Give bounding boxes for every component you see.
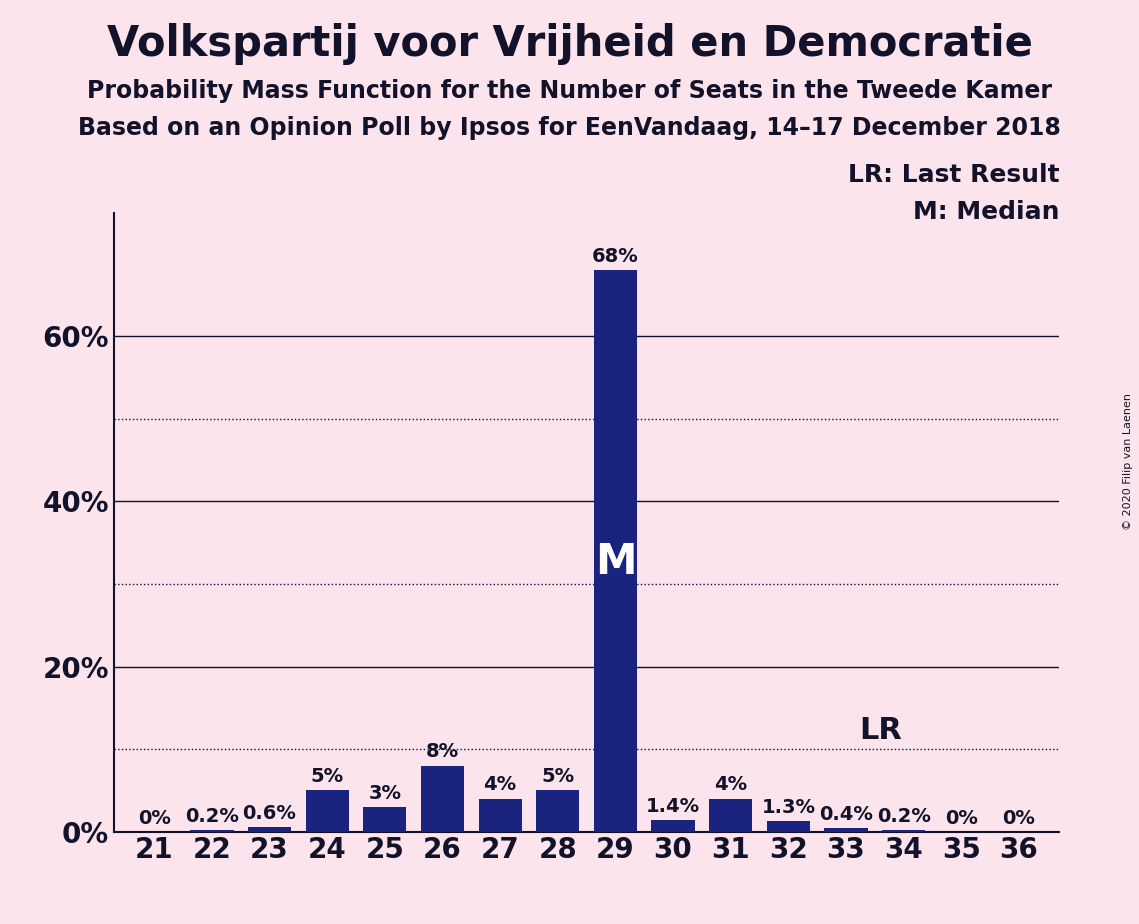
Text: 0%: 0% xyxy=(1002,809,1035,828)
Bar xyxy=(767,821,810,832)
Bar xyxy=(248,827,292,832)
Text: 0.2%: 0.2% xyxy=(185,807,239,826)
Text: Volkspartij voor Vrijheid en Democratie: Volkspartij voor Vrijheid en Democratie xyxy=(107,23,1032,65)
Bar xyxy=(652,820,695,832)
Text: M: Median: M: Median xyxy=(912,201,1059,225)
Text: 1.3%: 1.3% xyxy=(761,797,816,817)
Bar xyxy=(593,271,637,832)
Bar xyxy=(825,828,868,832)
Bar xyxy=(305,790,349,832)
Bar xyxy=(710,798,753,832)
Text: Based on an Opinion Poll by Ipsos for EenVandaag, 14–17 December 2018: Based on an Opinion Poll by Ipsos for Ee… xyxy=(79,116,1060,140)
Text: 3%: 3% xyxy=(368,784,401,803)
Text: LR: LR xyxy=(859,716,902,745)
Bar xyxy=(478,798,522,832)
Text: M: M xyxy=(595,541,637,583)
Text: 0.4%: 0.4% xyxy=(819,805,872,824)
Bar xyxy=(536,790,580,832)
Text: 0%: 0% xyxy=(945,809,977,828)
Bar xyxy=(420,766,464,832)
Text: LR: Last Result: LR: Last Result xyxy=(847,163,1059,187)
Text: 0.2%: 0.2% xyxy=(877,807,931,826)
Text: Probability Mass Function for the Number of Seats in the Tweede Kamer: Probability Mass Function for the Number… xyxy=(87,79,1052,103)
Text: 4%: 4% xyxy=(484,775,517,795)
Text: 5%: 5% xyxy=(311,767,344,786)
Text: 0.6%: 0.6% xyxy=(243,804,296,822)
Bar xyxy=(190,830,233,832)
Text: 4%: 4% xyxy=(714,775,747,795)
Text: 5%: 5% xyxy=(541,767,574,786)
Text: 1.4%: 1.4% xyxy=(646,796,700,816)
Text: 0%: 0% xyxy=(138,809,171,828)
Text: 68%: 68% xyxy=(592,248,639,266)
Bar xyxy=(363,807,407,832)
Text: © 2020 Filip van Laenen: © 2020 Filip van Laenen xyxy=(1123,394,1133,530)
Text: 8%: 8% xyxy=(426,743,459,761)
Bar xyxy=(882,830,925,832)
